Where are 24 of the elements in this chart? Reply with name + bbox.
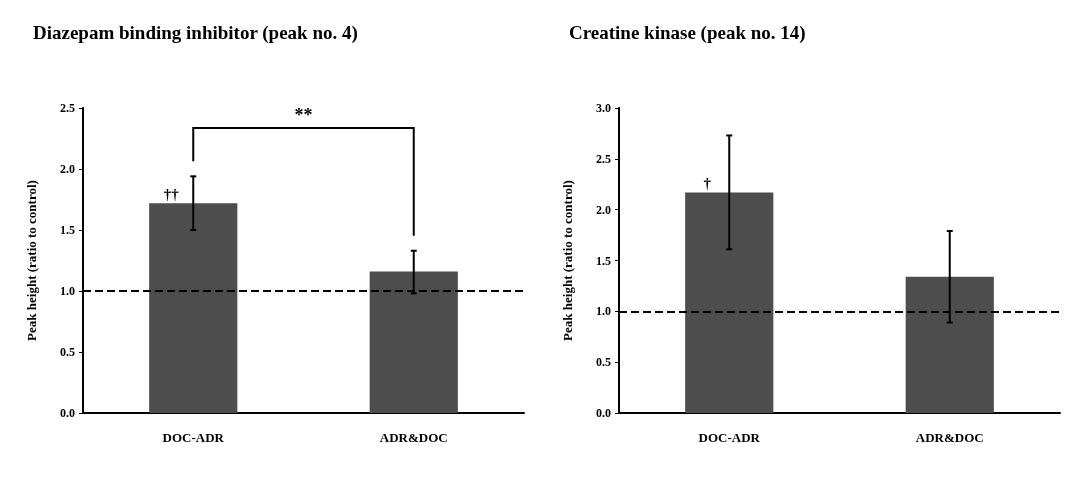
x-tick-label: DOC-ADR [698, 430, 761, 445]
y-tick-label: 1.5 [596, 253, 611, 268]
y-tick-label: 0.5 [60, 345, 75, 359]
y-axis-title: Peak height (ratio to control) [560, 180, 575, 341]
annotation: † [703, 174, 712, 191]
y-tick-label: 1.0 [60, 284, 75, 298]
x-tick-label: ADR&DOC [915, 430, 984, 445]
y-tick-label: 1.0 [596, 304, 611, 319]
y-axis-title: Peak height (ratio to control) [24, 180, 39, 341]
y-tick-label: 3.0 [596, 101, 611, 115]
y-tick-label: 2.0 [60, 162, 75, 176]
annotation: ** [294, 105, 313, 125]
y-tick-label: 1.5 [60, 223, 75, 237]
y-tick-label: 2.5 [60, 101, 75, 115]
chart-title: Creatine kinase (peak no. 14) [569, 22, 806, 44]
y-tick-label: 0.5 [596, 355, 611, 370]
y-tick-label: 0.0 [596, 406, 611, 420]
y-tick-label: 2.0 [596, 202, 611, 217]
y-tick-label: 2.5 [596, 151, 611, 166]
x-tick-label: ADR&DOC [379, 430, 448, 445]
y-tick-label: 0.0 [60, 406, 75, 420]
x-tick-label: DOC-ADR [162, 430, 225, 445]
chart-title: Diazepam binding inhibitor (peak no. 4) [33, 22, 358, 44]
annotation: †† [163, 185, 180, 202]
